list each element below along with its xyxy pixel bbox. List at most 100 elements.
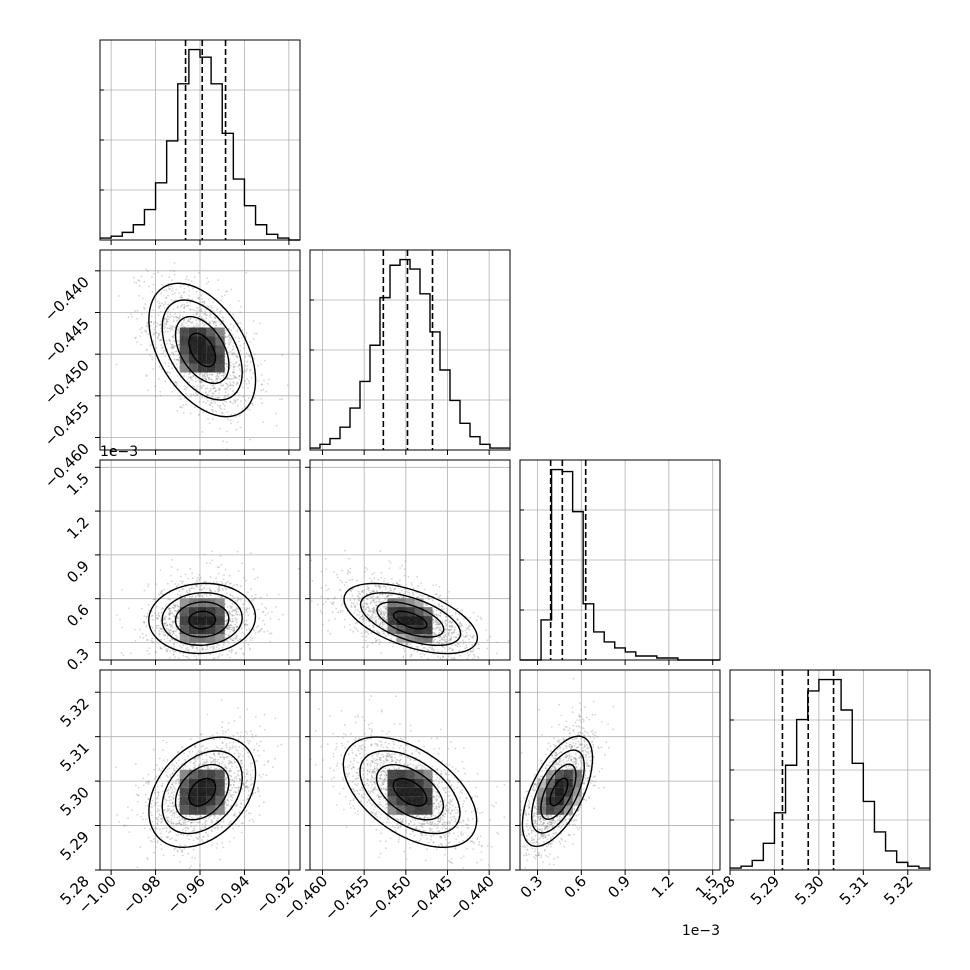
scatter-point xyxy=(240,585,242,588)
scatter-point xyxy=(155,775,158,778)
scatter-point xyxy=(170,574,173,577)
scatter-point xyxy=(263,623,266,626)
scatter-point xyxy=(343,584,346,586)
scatter-point xyxy=(182,325,185,328)
scatter-point xyxy=(248,382,251,384)
scatter-point xyxy=(472,611,475,614)
scatter-point xyxy=(192,313,195,316)
scatter-point xyxy=(209,653,212,656)
scatter-point xyxy=(171,346,174,349)
scatter-point xyxy=(139,846,142,848)
scatter-point xyxy=(165,648,167,651)
scatter-point xyxy=(263,379,265,381)
scatter-point xyxy=(279,398,281,401)
scatter-point xyxy=(171,325,174,327)
scatter-point xyxy=(453,657,455,659)
scatter-point xyxy=(160,647,162,650)
scatter-point xyxy=(243,645,246,648)
scatter-point xyxy=(143,615,146,618)
scatter-point xyxy=(145,330,148,332)
scatter-point xyxy=(249,648,252,651)
scatter-point xyxy=(148,647,151,649)
scatter-point xyxy=(423,588,426,591)
scatter-point xyxy=(214,397,217,399)
scatter-point xyxy=(253,353,256,356)
scatter-point xyxy=(325,568,328,571)
scatter-point xyxy=(115,363,118,366)
scatter-point xyxy=(183,303,186,306)
scatter-point xyxy=(152,340,155,343)
scatter-point xyxy=(169,327,171,330)
scatter-point xyxy=(225,388,228,391)
scatter-point xyxy=(163,588,166,591)
scatter-point xyxy=(281,398,284,401)
scatter-point xyxy=(185,388,187,390)
scatter-point xyxy=(160,843,162,846)
scatter-point xyxy=(366,646,369,648)
scatter-point xyxy=(140,331,143,334)
scatter-point xyxy=(169,311,172,314)
scatter-point xyxy=(166,371,169,374)
scatter-point xyxy=(174,656,177,659)
scatter-point xyxy=(403,568,406,570)
scatter-point xyxy=(196,313,198,316)
scatter-point xyxy=(389,641,391,644)
scatter-point xyxy=(489,635,492,638)
scatter-point xyxy=(412,587,415,590)
scatter-point xyxy=(151,637,154,640)
scatter-point xyxy=(194,655,196,657)
histogram-panel-1 xyxy=(309,249,511,451)
scatter-point xyxy=(200,316,203,318)
scatter-point xyxy=(190,378,193,381)
scatter-point xyxy=(250,588,252,591)
scatter-point xyxy=(417,585,419,587)
scatter-point xyxy=(238,363,241,366)
scatter-point xyxy=(230,378,233,381)
scatter-point xyxy=(238,415,241,417)
scatter-point xyxy=(207,377,210,379)
scatter-point xyxy=(160,339,163,342)
scatter-point xyxy=(364,629,366,632)
scatter-point xyxy=(364,570,366,573)
scatter-point xyxy=(264,359,266,362)
scatter-point xyxy=(232,352,235,354)
scatter-point xyxy=(197,306,200,309)
scatter-point xyxy=(325,601,327,603)
scatter-point xyxy=(269,640,271,643)
scatter-point xyxy=(263,631,266,633)
scatter-point xyxy=(163,645,166,648)
scatter-point xyxy=(242,653,245,656)
scatter-point xyxy=(320,570,323,573)
scatter-point xyxy=(226,430,229,433)
scatter-point xyxy=(205,391,207,394)
scatter-point xyxy=(179,406,182,408)
scatter-point xyxy=(231,334,234,336)
scatter-point xyxy=(229,336,232,339)
scatter-point xyxy=(181,406,184,409)
scatter-point xyxy=(138,280,141,282)
scatter-point xyxy=(209,389,212,392)
scatter-point xyxy=(327,598,329,601)
scatter-point xyxy=(179,406,182,408)
scatter-point xyxy=(507,640,510,642)
scatter-point xyxy=(247,387,249,390)
scatter-point xyxy=(168,316,171,319)
scatter-point xyxy=(223,396,226,399)
scatter-point xyxy=(173,336,175,339)
scatter-point xyxy=(172,653,175,656)
scatter-point xyxy=(206,399,209,402)
scatter-point xyxy=(224,335,227,337)
scatter-point xyxy=(260,389,263,391)
scatter-point xyxy=(472,653,475,656)
scatter-point xyxy=(244,380,247,382)
scatter-point xyxy=(233,376,236,378)
histogram-step-1 xyxy=(310,258,510,449)
histogram-step-3 xyxy=(730,678,930,869)
scatter-point xyxy=(267,378,270,381)
scatter-point xyxy=(231,586,234,588)
scatter-point xyxy=(477,643,480,646)
scatter-point xyxy=(251,600,253,602)
scatter-point xyxy=(236,421,239,424)
scatter-point xyxy=(239,322,242,325)
scatter-point xyxy=(247,739,249,742)
